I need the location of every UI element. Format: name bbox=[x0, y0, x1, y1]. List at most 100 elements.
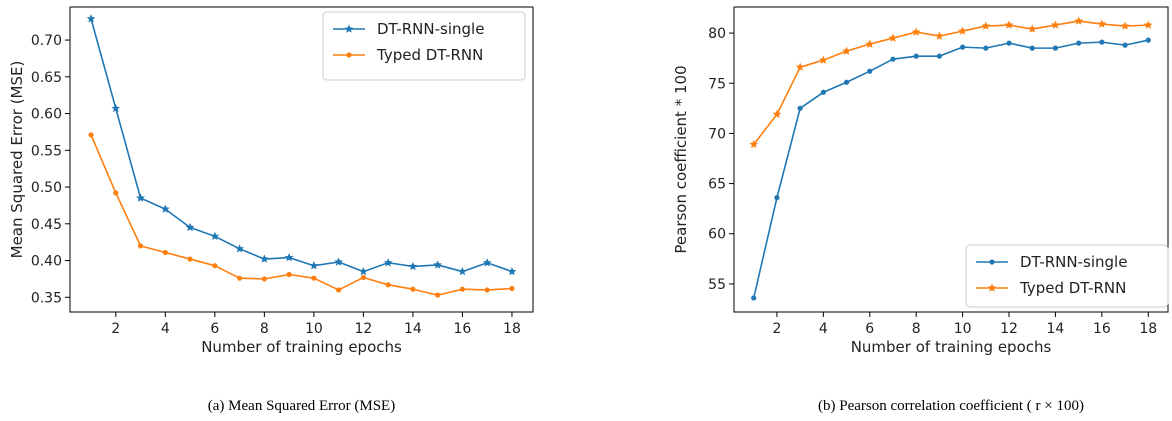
data-point bbox=[286, 271, 292, 278]
data-point bbox=[111, 103, 121, 113]
data-point bbox=[1074, 16, 1084, 25]
data-point bbox=[509, 285, 515, 292]
x-tick-label: 14 bbox=[1047, 321, 1065, 337]
x-tick-label: 8 bbox=[912, 321, 921, 337]
series-line-1 bbox=[752, 39, 1149, 299]
data-point bbox=[237, 275, 243, 281]
y-tick-label: 0.55 bbox=[31, 143, 62, 159]
data-point bbox=[136, 193, 145, 202]
data-point bbox=[1051, 20, 1060, 29]
data-point bbox=[1052, 45, 1059, 51]
data-point bbox=[1076, 40, 1082, 46]
legend-box bbox=[322, 11, 526, 81]
data-point bbox=[311, 275, 317, 281]
y-tick-label: 65 bbox=[708, 177, 726, 193]
data-point bbox=[843, 79, 850, 85]
data-point bbox=[162, 249, 168, 256]
x-axis-label: Number of training epochs bbox=[851, 338, 1052, 356]
series-line-2 bbox=[90, 134, 512, 296]
data-point bbox=[336, 287, 342, 293]
data-point bbox=[210, 231, 220, 241]
data-point bbox=[86, 14, 96, 23]
y-tick-label: 0.70 bbox=[31, 33, 62, 49]
x-tick-label: 12 bbox=[354, 321, 372, 337]
y-tick-label: 0.60 bbox=[31, 107, 62, 123]
data-point bbox=[459, 286, 466, 292]
data-point bbox=[749, 139, 759, 149]
data-point bbox=[751, 295, 757, 301]
data-point bbox=[774, 195, 780, 201]
y-tick-label: 75 bbox=[708, 76, 726, 92]
legend-swatch-marker bbox=[987, 283, 997, 292]
data-point bbox=[867, 68, 873, 74]
legend-swatch-marker bbox=[344, 24, 354, 33]
y-axis-label: Mean Squared Error (MSE) bbox=[8, 61, 26, 259]
data-point bbox=[383, 258, 393, 267]
series-line-2 bbox=[753, 20, 1149, 145]
data-point bbox=[334, 257, 344, 266]
data-point bbox=[935, 31, 944, 40]
x-tick-label: 12 bbox=[1000, 321, 1018, 337]
x-tick-label: 4 bbox=[161, 321, 170, 337]
data-point bbox=[410, 286, 416, 292]
data-point bbox=[433, 260, 443, 269]
plot-frame bbox=[69, 6, 534, 313]
x-tick-label: 4 bbox=[819, 321, 828, 337]
x-tick-label: 6 bbox=[865, 321, 874, 337]
data-point bbox=[408, 261, 418, 271]
data-point bbox=[960, 44, 966, 50]
x-tick-label: 6 bbox=[210, 321, 219, 337]
y-tick-label: 0.40 bbox=[31, 254, 62, 270]
legend-label: Typed DT-RNN bbox=[376, 46, 483, 64]
data-point bbox=[890, 56, 896, 62]
data-point bbox=[842, 46, 851, 55]
data-point bbox=[936, 53, 942, 59]
y-tick-label: 0.65 bbox=[31, 70, 62, 86]
chart-pearson: 2 4 6 8 10 12 14 16 18 55 60 65 70 75 80 Number of trai… bbox=[672, 6, 1169, 414]
y-tick-label: 70 bbox=[708, 126, 726, 142]
legend-label: DT-RNN-single bbox=[1020, 253, 1127, 271]
y-tick-label: 55 bbox=[708, 277, 726, 293]
data-point bbox=[888, 33, 898, 42]
data-point bbox=[187, 256, 193, 262]
data-point bbox=[1122, 42, 1128, 48]
data-point bbox=[1027, 24, 1037, 33]
legend-label: DT-RNN-single bbox=[377, 20, 484, 38]
data-point bbox=[797, 105, 803, 111]
data-point bbox=[983, 45, 989, 51]
data-point bbox=[484, 287, 490, 293]
x-tick-label: 10 bbox=[305, 321, 323, 337]
data-point bbox=[259, 254, 269, 263]
data-point bbox=[818, 55, 828, 64]
data-point bbox=[309, 261, 319, 270]
plot-frame bbox=[733, 6, 1169, 313]
data-point bbox=[458, 266, 467, 276]
data-point bbox=[1029, 45, 1035, 51]
y-tick-label: 0.50 bbox=[31, 180, 62, 196]
legend-swatch-marker bbox=[989, 259, 995, 265]
chart-mse: 2 4 6 8 10 12 14 16 18 0.35 0.40 0.45 0.50 0.55 0.60 0.… bbox=[8, 6, 534, 414]
y-tick-label: 0.45 bbox=[31, 217, 62, 233]
legend-swatch-marker bbox=[346, 52, 352, 58]
data-point bbox=[913, 53, 919, 59]
x-tick-label: 16 bbox=[1093, 321, 1111, 337]
data-point bbox=[88, 132, 94, 138]
data-point bbox=[160, 204, 170, 213]
data-point bbox=[911, 27, 921, 36]
data-point bbox=[507, 266, 517, 276]
data-point bbox=[385, 282, 391, 288]
x-tick-label: 2 bbox=[111, 321, 120, 337]
x-tick-label: 10 bbox=[954, 321, 972, 337]
data-point bbox=[212, 263, 218, 269]
data-point bbox=[795, 62, 805, 71]
x-tick-label: 18 bbox=[503, 321, 521, 337]
x-tick-label: 2 bbox=[772, 321, 781, 337]
data-point bbox=[482, 258, 492, 267]
data-point bbox=[1099, 39, 1105, 45]
y-tick-label: 60 bbox=[708, 227, 726, 243]
x-axis-label: Number of training epochs bbox=[201, 338, 402, 356]
data-point bbox=[772, 109, 782, 119]
y-tick-label: 0.35 bbox=[31, 290, 62, 306]
data-point bbox=[1004, 20, 1014, 29]
